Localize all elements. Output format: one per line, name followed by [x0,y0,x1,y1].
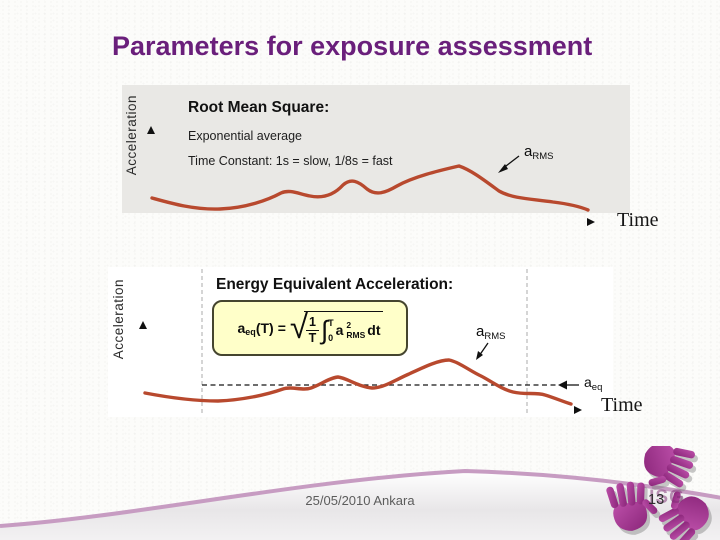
formula-int-lower: 0 [328,332,334,343]
eq-callout-arrowhead-icon [476,351,483,360]
page-title: Parameters for exposure assessment [112,31,593,61]
formula-equals: = [277,320,286,336]
formula-int-upper: T [328,317,334,328]
diagram2-xaxis-arrow-icon [574,406,582,414]
formula-lhs-arg: (T) [255,320,274,336]
formula-integrand-sub: RMS [346,330,366,340]
diagram2-yaxis-arrow-icon [139,321,147,329]
rms-subline1: Exponential average [188,129,302,143]
diagram2-xaxis-label: Time [601,394,643,416]
eq-heading: Energy Equivalent Acceleration: [216,276,454,293]
rms-acceleration-curve [150,164,590,212]
formula-frac-den: T [308,330,317,345]
formula-integral-sign: ∫ [320,315,329,345]
formula-integrand-base: a [335,322,344,338]
footer-date-location: 25/05/2010 Ankara [305,493,415,508]
energy-equivalent-diagram: Acceleration Energy Equivalent Accelerat… [108,267,613,417]
formula-differential: dt [367,322,381,338]
eq-acceleration-curve [143,358,573,406]
rms-heading: Root Mean Square: [188,99,330,116]
aeq-level-label: aeq [584,374,603,393]
eq-label-base: a [476,323,485,340]
diagram2-yaxis-label: Acceleration [111,279,126,360]
logo-text: ISG [649,487,685,508]
rms-callout-arrowhead-icon [498,164,508,173]
formula-radical-sign: √ [289,307,309,345]
rms-subline2: Time Constant: 1s = slow, 1/8s = fast [188,154,393,168]
rms-curve-label: aRMS [524,143,554,162]
eq-label-sub: RMS [484,331,506,342]
formula-integrand-scripts: 2 RMS [346,320,366,341]
formula-lhs-base: a [237,320,246,336]
aeq-arrowhead-icon [558,380,567,390]
hands-logo-icon: ISG [604,446,718,540]
rms-curve-plot [150,155,590,212]
rms-label-base: a [524,143,533,160]
formula-lhs-sub: eq [245,327,256,337]
diagram1-xaxis-arrow-icon [587,218,595,226]
rms-diagram: Acceleration Root Mean Square: Exponenti… [122,85,630,213]
formula-integrand-sup: 2 [346,320,352,331]
formula-frac-num: 1 [306,315,319,331]
eq-curve-label: aRMS [476,323,506,342]
aeq-label-sub: eq [591,382,603,393]
rms-label-sub: RMS [532,151,554,162]
eq-curve-plot [143,269,579,415]
page-number: 13 [648,492,665,508]
aeq-label-base: a [584,374,592,390]
diagram1-yaxis-arrow-icon [147,126,155,134]
diagram1-yaxis-label: Acceleration [124,95,139,176]
swoosh-fill [0,471,720,540]
diagram1-xaxis-label: Time [617,209,659,231]
